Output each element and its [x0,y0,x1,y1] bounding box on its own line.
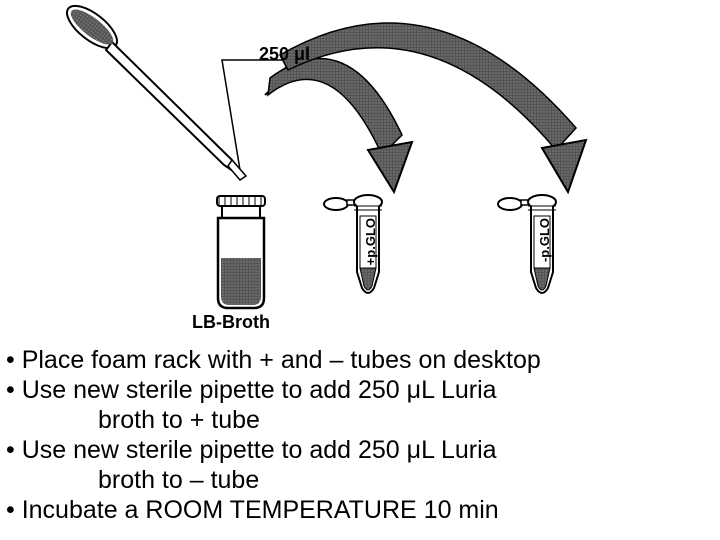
bullet-3-cont: broth to – tube [6,465,718,495]
bullet-4: • Incubate a ROOM TEMPERATURE 10 min [6,495,718,525]
bullet-2: • Use new sterile pipette to add 250 μL … [6,375,718,405]
protocol-diagram: 250 μl LB-Broth +p.GLO -p.GLO [0,0,720,345]
vial-icon [217,196,265,308]
arrow-to-tube2-icon [280,23,586,192]
tube1-label: +p.GLO [363,218,378,265]
bullet-2-cont: broth to + tube [6,405,718,435]
instructions-text: • Place foam rack with + and – tubes on … [6,345,718,525]
bullet-3: • Use new sterile pipette to add 250 μL … [6,435,718,465]
vial-label: LB-Broth [192,312,270,333]
tube2-label: -p.GLO [537,218,552,262]
bullet-1: • Place foam rack with + and – tubes on … [6,345,718,375]
pipette-icon [60,0,246,180]
volume-label: 250 μl [259,44,310,65]
arrow-to-tube1-icon [265,59,412,192]
